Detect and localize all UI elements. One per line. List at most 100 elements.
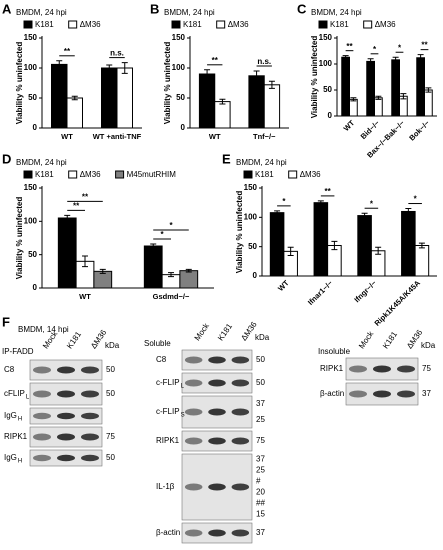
lane-label: Mock bbox=[193, 321, 212, 343]
error-bar bbox=[268, 80, 275, 89]
legend-swatch bbox=[68, 170, 78, 179]
y-tick-label: 0 bbox=[181, 123, 186, 132]
blot-band bbox=[57, 433, 75, 441]
row-label: RIPK1 bbox=[156, 436, 180, 445]
error-bar bbox=[82, 255, 88, 268]
blot-band bbox=[184, 379, 203, 387]
panel-letter: D bbox=[2, 151, 11, 166]
error-bar bbox=[253, 70, 260, 82]
y-tick-label: 50 bbox=[248, 242, 257, 251]
x-tick-label: WT bbox=[209, 132, 221, 141]
error-bar bbox=[425, 87, 432, 93]
error-bar bbox=[219, 98, 226, 105]
chart-title: BMDM, 24 hpi bbox=[16, 8, 67, 17]
row-label: IL-1β bbox=[156, 482, 175, 491]
bar bbox=[57, 217, 77, 289]
blot-band bbox=[184, 408, 203, 416]
legend-label: M45mutRHIM bbox=[127, 170, 177, 179]
blot-band bbox=[231, 437, 250, 445]
legend-swatch bbox=[171, 20, 181, 29]
blot-band bbox=[57, 454, 75, 462]
bar bbox=[179, 270, 199, 289]
kda-marker: 25 bbox=[256, 415, 265, 424]
row-label: C8 bbox=[156, 355, 167, 364]
row-label: β-actin bbox=[320, 389, 344, 398]
legend-swatch bbox=[115, 170, 125, 179]
bar bbox=[214, 101, 231, 129]
chart-title: BMDM, 24 hpi bbox=[311, 8, 362, 17]
kda-marker: 75 bbox=[422, 364, 431, 373]
kda-marker: 20 bbox=[256, 488, 265, 497]
legend-label: K181 bbox=[35, 20, 54, 29]
row-label: cFLIP bbox=[4, 389, 25, 398]
error-bar bbox=[150, 243, 157, 249]
legend-swatch bbox=[23, 20, 33, 29]
blot-band bbox=[33, 390, 51, 398]
bar bbox=[198, 73, 216, 129]
legend-label: K181 bbox=[330, 20, 349, 29]
y-tick-label: 0 bbox=[328, 111, 333, 120]
significance-label: ** bbox=[346, 42, 353, 51]
blot-band bbox=[208, 529, 226, 537]
kda-marker: 37 bbox=[422, 389, 431, 398]
significance-label: * bbox=[161, 230, 165, 239]
bar bbox=[374, 97, 383, 117]
error-bar bbox=[64, 214, 71, 222]
kda-marker: 37 bbox=[256, 399, 265, 408]
significance-label: * bbox=[373, 45, 377, 54]
error-bar bbox=[350, 97, 357, 102]
error-bar bbox=[274, 210, 281, 215]
lane-label: Mock bbox=[357, 329, 376, 351]
kda-marker: 50 bbox=[256, 378, 265, 387]
error-bar bbox=[287, 246, 294, 256]
blot-band bbox=[33, 454, 51, 462]
blot-group-label: Insoluble bbox=[318, 347, 351, 356]
blot-band bbox=[33, 366, 51, 374]
blot-band bbox=[208, 356, 226, 364]
blot-band bbox=[184, 437, 203, 445]
y-tick-label: 50 bbox=[28, 250, 37, 259]
error-bar bbox=[375, 95, 382, 100]
blot-band bbox=[33, 433, 51, 441]
kda-marker: 75 bbox=[256, 436, 265, 445]
error-bar bbox=[106, 64, 113, 72]
legend-label: ΔM36 bbox=[300, 170, 321, 179]
bar bbox=[116, 67, 133, 129]
significance-label: * bbox=[398, 43, 402, 52]
legend-label: ΔM36 bbox=[80, 20, 101, 29]
legend-swatch bbox=[216, 20, 226, 29]
bar bbox=[263, 84, 281, 129]
y-tick-label: 100 bbox=[172, 63, 186, 72]
row-label-sub: L bbox=[26, 395, 30, 401]
bar bbox=[51, 63, 68, 129]
legend-label: K181 bbox=[183, 20, 202, 29]
kda-marker: # bbox=[256, 477, 261, 486]
blot-band bbox=[349, 390, 367, 398]
kda-marker: 50 bbox=[106, 453, 115, 462]
bar bbox=[366, 60, 375, 117]
x-tick-label: WT bbox=[61, 132, 73, 141]
kda-marker: 15 bbox=[256, 510, 265, 519]
row-label: IgG bbox=[4, 411, 17, 420]
significance-label: ** bbox=[64, 47, 71, 56]
y-tick-label: 150 bbox=[244, 183, 258, 192]
kda-marker: 50 bbox=[106, 389, 115, 398]
legend-label: K181 bbox=[255, 170, 274, 179]
blot-band bbox=[208, 437, 226, 445]
y-axis-label: Viability % uninfected bbox=[15, 197, 24, 280]
chart-title: BMDM, 24 hpi bbox=[16, 158, 67, 167]
blot-band bbox=[373, 390, 391, 398]
legend-label: K181 bbox=[35, 170, 54, 179]
significance-label: * bbox=[169, 221, 173, 230]
blot-band bbox=[81, 366, 99, 374]
y-tick-label: 0 bbox=[253, 271, 258, 280]
error-bar bbox=[400, 93, 407, 100]
legend-swatch bbox=[318, 20, 328, 29]
error-bar bbox=[331, 240, 338, 251]
blot-band bbox=[81, 412, 99, 420]
error-bar bbox=[418, 242, 425, 249]
legend-swatch bbox=[23, 170, 33, 179]
y-tick-label: 150 bbox=[319, 33, 333, 42]
x-tick-label: Ifnar1−/− bbox=[306, 278, 335, 307]
